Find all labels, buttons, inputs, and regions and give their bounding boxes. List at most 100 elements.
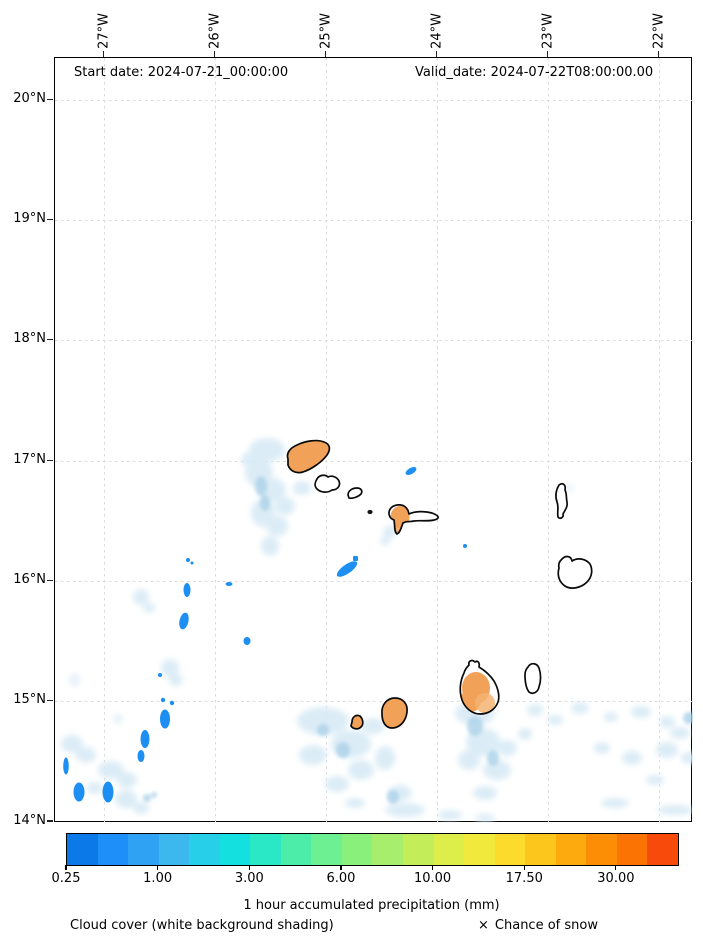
lon-tick-label: 26°W (207, 13, 222, 49)
colorbar-segment (311, 834, 342, 865)
colorbar-tick-mark (248, 865, 250, 870)
lat-gridline (55, 580, 693, 582)
colorbar-tick-mark (523, 865, 525, 870)
lon-gridline (659, 58, 660, 823)
lon-tick-mark (324, 51, 327, 57)
colorbar-tick-mark (157, 865, 159, 870)
colorbar-segment (647, 834, 678, 865)
lat-gridline (55, 701, 693, 703)
cloud-legend-label: Cloud cover (white background shading) (70, 918, 334, 933)
island-boa-vista (557, 555, 593, 589)
island-sao-vicente (314, 474, 341, 493)
colorbar-segment (616, 834, 648, 865)
islands-layer (286, 439, 593, 730)
snow-legend: × Chance of snow (478, 918, 598, 933)
lon-tick-mark (102, 51, 105, 57)
lat-tick-label: 18°N (13, 331, 46, 347)
colorbar (66, 833, 679, 866)
island-fogo (381, 697, 408, 729)
colorbar-tick-label: 30.00 (597, 871, 635, 886)
island-santiago-outline (459, 659, 500, 715)
snow-legend-label: Chance of snow (494, 918, 598, 933)
lat-tick-mark (47, 459, 53, 461)
lat-tick-mark (47, 579, 53, 581)
lat-gridline (55, 340, 693, 342)
lat-tick-mark (47, 218, 53, 221)
lat-tick-label: 20°N (13, 90, 46, 106)
colorbar-segment (128, 834, 159, 865)
colorbar-segment (586, 834, 617, 865)
lon-tick-label: 25°W (318, 13, 333, 49)
colorbar-tick-label: 17.50 (505, 871, 543, 886)
lon-gridline (326, 58, 327, 823)
colorbar-label: 1 hour accumulated precipitation (mm) (243, 898, 500, 913)
lat-tick-label: 15°N (13, 692, 46, 708)
colorbar-tick-mark (340, 865, 342, 870)
colorbar-gradient (67, 834, 678, 865)
lon-tick-mark (546, 51, 549, 57)
colorbar-segment (525, 834, 556, 865)
lon-tick-mark (213, 51, 216, 57)
cloud-shading-dense (143, 476, 693, 804)
colorbar-segment (280, 834, 312, 865)
lat-tick-label: 17°N (13, 451, 46, 467)
valid-date-label: Valid_date: 2024-07-22T08:00:00.00 (415, 65, 654, 80)
colorbar-segment (403, 834, 434, 865)
colorbar-segment (372, 834, 404, 865)
islet-branco-icon (367, 509, 373, 515)
colorbar-segment (555, 834, 587, 865)
island-sal (555, 482, 569, 520)
lon-tick-label: 24°W (429, 13, 444, 49)
snow-marker-icon: × (478, 918, 489, 933)
colorbar-tick-label: 10.00 (413, 871, 452, 886)
lon-tick-label: 22°W (651, 13, 666, 49)
lon-tick-label: 27°W (96, 13, 111, 49)
lat-tick-mark (47, 339, 53, 341)
lon-gridline (104, 58, 105, 823)
colorbar-tick-label: 1.00 (143, 871, 173, 886)
island-maio (524, 662, 542, 695)
colorbar-tick-label: 6.00 (326, 871, 356, 886)
colorbar-segment (464, 834, 495, 865)
lon-tick-mark (657, 51, 660, 57)
colorbar-segment (97, 834, 129, 865)
colorbar-segment (158, 834, 190, 865)
island-sao-nicolau-outline (388, 504, 440, 535)
island-santa-luzia (347, 487, 363, 500)
map-layer (61, 438, 693, 822)
lon-tick-mark (435, 51, 438, 57)
colorbar-tick-label: 0.25 (51, 871, 81, 886)
rain-cells-layer (63, 467, 467, 803)
colorbar-segment (433, 834, 465, 865)
cloud-shading-layer (61, 438, 693, 822)
lon-gridline (437, 58, 438, 823)
gridlines (55, 58, 693, 823)
colorbar-tick-label: 3.00 (234, 871, 264, 886)
island-brava (350, 714, 364, 730)
lon-gridline (548, 58, 549, 823)
lat-tick-mark (47, 98, 53, 100)
lat-gridline (55, 460, 693, 462)
lat-tick-label: 14°N (13, 812, 46, 828)
colorbar-segment (67, 834, 98, 865)
lat-tick-label: 19°N (13, 211, 46, 226)
lat-gridline (55, 220, 693, 221)
colorbar-segment (250, 834, 281, 865)
lat-gridline (55, 99, 693, 101)
top-axis: 27°W 26°W 25°W 24°W 23°W 22°W (0, 0, 703, 57)
colorbar-tick-mark (432, 865, 434, 870)
colorbar-segment (341, 834, 373, 865)
colorbar-tick-mark (65, 865, 67, 870)
lat-tick-label: 16°N (13, 571, 46, 587)
lat-tick-mark (47, 700, 53, 702)
map-plot-area: Start date: 2024-07-21_00:00:00 Valid_da… (54, 57, 693, 823)
lon-tick-label: 23°W (540, 13, 555, 49)
start-date-label: Start date: 2024-07-21_00:00:00 (74, 65, 289, 80)
lon-gridline (215, 58, 216, 823)
colorbar-tick-mark (615, 865, 617, 870)
colorbar-segment (219, 834, 251, 865)
colorbar-segment (494, 834, 526, 865)
colorbar-segment (189, 834, 220, 865)
lat-tick-mark (47, 820, 53, 822)
